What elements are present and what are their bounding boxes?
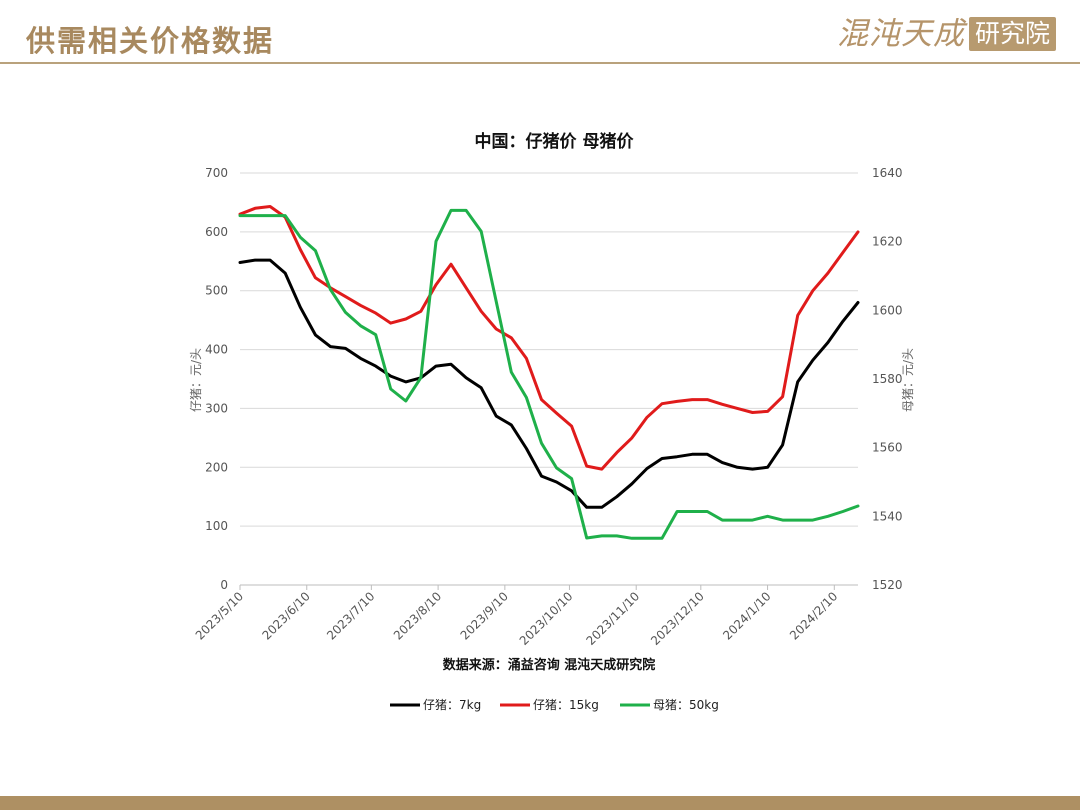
chart-series [238,205,860,540]
x-tick-label: 2023/6/10 [259,589,312,642]
page-title: 供需相关价格数据 [26,24,275,58]
x-tick-label: 2023/12/10 [648,589,707,648]
header-divider [0,62,1080,64]
y2-axis-ticks: 1520 1540 1560 1580 1600 1620 1640 [872,166,903,592]
logo-script-text: 混沌天成 [836,16,965,52]
y2-tick-label: 1600 [872,303,903,317]
x-tick-label: 2024/2/10 [787,589,840,642]
y2-tick-label: 1620 [872,235,903,249]
y-tick-label: 600 [205,225,228,239]
logo-box-text: 研究院 [968,17,1056,51]
y-tick-label: 400 [205,343,228,357]
series-line-2 [238,205,860,471]
y-axis-label: 仔猪：元/头 [189,348,203,412]
brand-logo: 混沌天成 研究院 [837,14,1056,54]
y-tick-label: 100 [205,519,228,533]
y2-axis-label: 母猪：元/头 [901,348,915,412]
y2-tick-label: 1540 [872,509,903,523]
x-tick-label: 2024/1/10 [720,589,773,642]
series-line-1 [238,258,860,509]
x-tick-label: 2023/9/10 [458,589,511,642]
y-tick-label: 200 [205,460,228,474]
y-axis-ticks: 0 100 200 300 400 500 600 700 [205,166,228,592]
y-tick-label: 300 [205,401,228,415]
legend-label-1: 仔猪：7kg [423,698,481,712]
x-tick-label: 2023/5/10 [193,589,246,642]
series-line-3 [238,208,860,540]
x-tick-label: 2023/11/10 [584,589,643,648]
x-tick-label: 2023/10/10 [517,589,576,648]
data-source-note: 数据来源：涌益咨询 混沌天成研究院 [443,657,656,673]
footer-band [0,796,1080,810]
y-tick-label: 700 [205,166,228,180]
page-header: 供需相关价格数据 混沌天成 研究院 [0,0,1080,64]
x-axis-ticks: 2023/5/10 2023/6/10 2023/7/10 2023/8/10 2023… [193,585,840,648]
legend-label-3: 母猪：50kg [653,698,719,712]
y-tick-label: 500 [205,284,228,298]
chart-title: 中国：仔猪价 母猪价 [475,131,635,152]
y2-tick-label: 1560 [872,441,903,455]
chart-gridlines [240,172,858,586]
y2-tick-label: 1580 [872,372,903,386]
y2-tick-label: 1520 [872,578,903,592]
legend-label-2: 仔猪：15kg [533,698,599,712]
chart-legend: 仔猪：7kg 仔猪：15kg 母猪：50kg [390,698,719,712]
y2-tick-label: 1640 [872,166,903,180]
x-tick-label: 2023/7/10 [324,589,377,642]
x-tick-label: 2023/8/10 [391,589,444,642]
y-tick-label: 0 [220,578,228,592]
